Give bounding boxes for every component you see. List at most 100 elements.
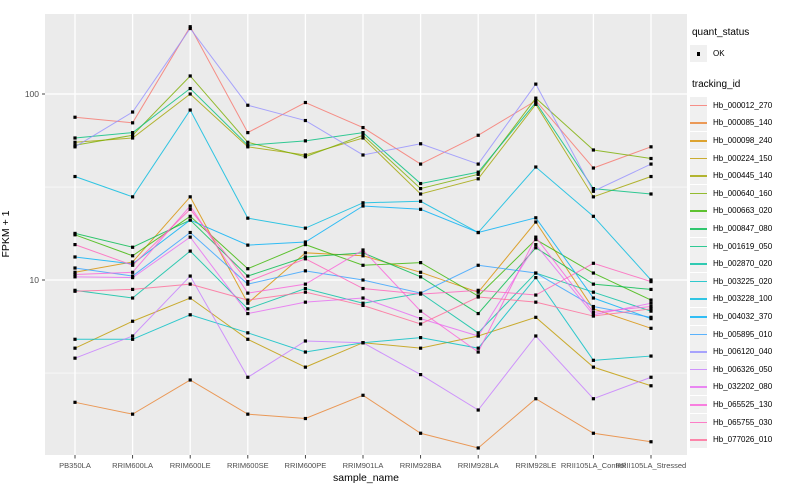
legend-item-label: Hb_002870_020 xyxy=(713,259,773,269)
data-point-Hb_004032_370 xyxy=(246,243,250,247)
legend-item-Hb_000640_160: Hb_000640_160 xyxy=(690,184,798,203)
data-point-Hb_065755_030 xyxy=(73,242,77,247)
data-point-Hb_065525_130 xyxy=(591,310,595,314)
data-point-Hb_003228_100 xyxy=(188,108,192,112)
data-point-Hb_000224_150 xyxy=(649,384,653,388)
data-point-Hb_006326_050 xyxy=(476,408,480,412)
data-point-Hb_001619_050 xyxy=(303,139,307,143)
legend-item-Hb_005895_010: Hb_005895_010 xyxy=(690,325,798,343)
data-point-Hb_000847_080 xyxy=(246,274,250,278)
data-point-Hb_006120_040 xyxy=(419,142,423,146)
data-point-Hb_000640_160 xyxy=(419,187,423,191)
data-point-Hb_002870_020 xyxy=(476,331,480,335)
data-point-Hb_000640_160 xyxy=(649,156,653,161)
data-point-Hb_000085_140 xyxy=(419,431,423,435)
x-tick-label: RRIM928LE xyxy=(515,461,556,470)
data-point-Hb_000085_140 xyxy=(361,393,365,397)
data-point-Hb_077026_010 xyxy=(649,307,653,311)
data-point-Hb_005895_010 xyxy=(476,263,480,267)
x-tick-label: RRII105LA_Control xyxy=(561,461,626,470)
legend-item-Hb_004032_370: Hb_004032_370 xyxy=(690,308,798,326)
data-point-Hb_005895_010 xyxy=(73,266,77,270)
data-point-Hb_000012_270 xyxy=(246,131,250,135)
legend-item-ok: OK xyxy=(690,45,798,63)
legend-key-line-icon xyxy=(690,378,707,396)
data-point-Hb_003228_100 xyxy=(246,216,250,220)
data-point-Hb_006326_050 xyxy=(649,375,653,379)
data-point-Hb_077026_010 xyxy=(246,298,250,302)
legend-item-Hb_003228_100: Hb_003228_100 xyxy=(690,290,798,308)
data-point-Hb_002870_020 xyxy=(361,301,365,305)
data-point-Hb_003225_020 xyxy=(131,337,135,341)
legend-item-label: Hb_032202_080 xyxy=(713,382,773,392)
x-tick-label: RRIM600SE xyxy=(227,461,269,470)
data-point-Hb_000445_140 xyxy=(476,177,480,181)
data-point-Hb_003225_020 xyxy=(73,337,77,341)
data-point-Hb_032202_080 xyxy=(534,242,538,247)
data-point-Hb_032202_080 xyxy=(131,276,135,280)
legend-key-line-icon xyxy=(690,96,707,114)
data-point-Hb_065525_130 xyxy=(73,272,77,277)
legend-key-line-icon xyxy=(690,184,707,202)
legend-key-line-icon xyxy=(690,237,707,255)
data-point-Hb_000847_080 xyxy=(649,287,653,292)
data-point-Hb_000640_160 xyxy=(591,148,595,152)
legend-item-Hb_065525_130: Hb_065525_130 xyxy=(690,395,798,414)
data-point-Hb_006120_040 xyxy=(303,118,307,123)
data-point-Hb_000012_270 xyxy=(534,99,538,103)
data-point-Hb_005895_010 xyxy=(591,304,595,309)
data-point-Hb_004032_370 xyxy=(188,218,192,222)
legend-key-line-icon xyxy=(690,360,707,378)
data-point-Hb_065755_030 xyxy=(131,263,135,267)
data-point-Hb_000640_160 xyxy=(188,74,192,78)
x-tick-label: RRIM600PE xyxy=(285,461,327,470)
y-tick-label: 100 xyxy=(25,89,39,99)
data-point-Hb_000012_270 xyxy=(73,115,77,119)
data-point-Hb_000445_140 xyxy=(131,136,135,140)
legend-item-label: Hb_006326_050 xyxy=(713,364,773,374)
legend-item-label: Hb_065525_130 xyxy=(713,399,773,409)
legend-key-line-icon xyxy=(690,202,707,220)
x-tick-label: RRIM901LA xyxy=(343,461,384,470)
data-point-Hb_006120_040 xyxy=(361,153,365,157)
data-point-Hb_001619_050 xyxy=(534,100,538,105)
data-point-Hb_000224_150 xyxy=(131,319,135,323)
data-point-Hb_000085_140 xyxy=(649,440,653,444)
data-point-Hb_065755_030 xyxy=(303,257,307,261)
data-point-Hb_065755_030 xyxy=(188,207,192,211)
data-point-Hb_000640_160 xyxy=(534,96,538,100)
data-point-Hb_000640_160 xyxy=(361,133,365,137)
x-axis-title: sample_name xyxy=(333,472,399,484)
data-point-Hb_003228_100 xyxy=(131,195,135,199)
data-point-Hb_077026_010 xyxy=(303,290,307,294)
data-point-Hb_000085_140 xyxy=(534,397,538,401)
data-point-Hb_032202_080 xyxy=(361,296,365,300)
data-point-Hb_004032_370 xyxy=(591,296,595,300)
data-point-Hb_000098_240 xyxy=(246,301,250,305)
data-point-Hb_000640_160 xyxy=(131,133,135,137)
legend-item-label: Hb_000663_020 xyxy=(713,206,773,216)
legend-item-Hb_000847_080: Hb_000847_080 xyxy=(690,220,798,238)
data-point-Hb_032202_080 xyxy=(649,301,653,305)
data-point-Hb_065525_130 xyxy=(303,282,307,286)
data-point-Hb_001619_050 xyxy=(476,170,480,174)
legend-key-line-icon xyxy=(690,167,707,185)
legend-item-Hb_000085_140: Hb_000085_140 xyxy=(690,114,798,132)
legend-key-line-icon xyxy=(690,413,707,431)
legend-item-label: Hb_005895_010 xyxy=(713,329,773,339)
data-point-Hb_002870_020 xyxy=(649,309,653,313)
data-point-Hb_005895_010 xyxy=(534,271,538,275)
y-tick-label: 10 xyxy=(30,275,40,285)
legend-item-label: Hb_065755_030 xyxy=(713,417,773,427)
data-point-Hb_000098_240 xyxy=(188,195,192,199)
data-point-Hb_004032_370 xyxy=(73,255,77,259)
data-point-Hb_006326_050 xyxy=(131,334,135,338)
data-point-Hb_077026_010 xyxy=(131,287,135,292)
data-point-Hb_032202_080 xyxy=(303,300,307,304)
data-point-Hb_000663_020 xyxy=(131,254,135,258)
data-point-Hb_003225_020 xyxy=(591,358,595,362)
data-point-Hb_004032_370 xyxy=(534,216,538,220)
data-point-Hb_001619_050 xyxy=(649,192,653,196)
data-point-Hb_004032_370 xyxy=(476,230,480,235)
